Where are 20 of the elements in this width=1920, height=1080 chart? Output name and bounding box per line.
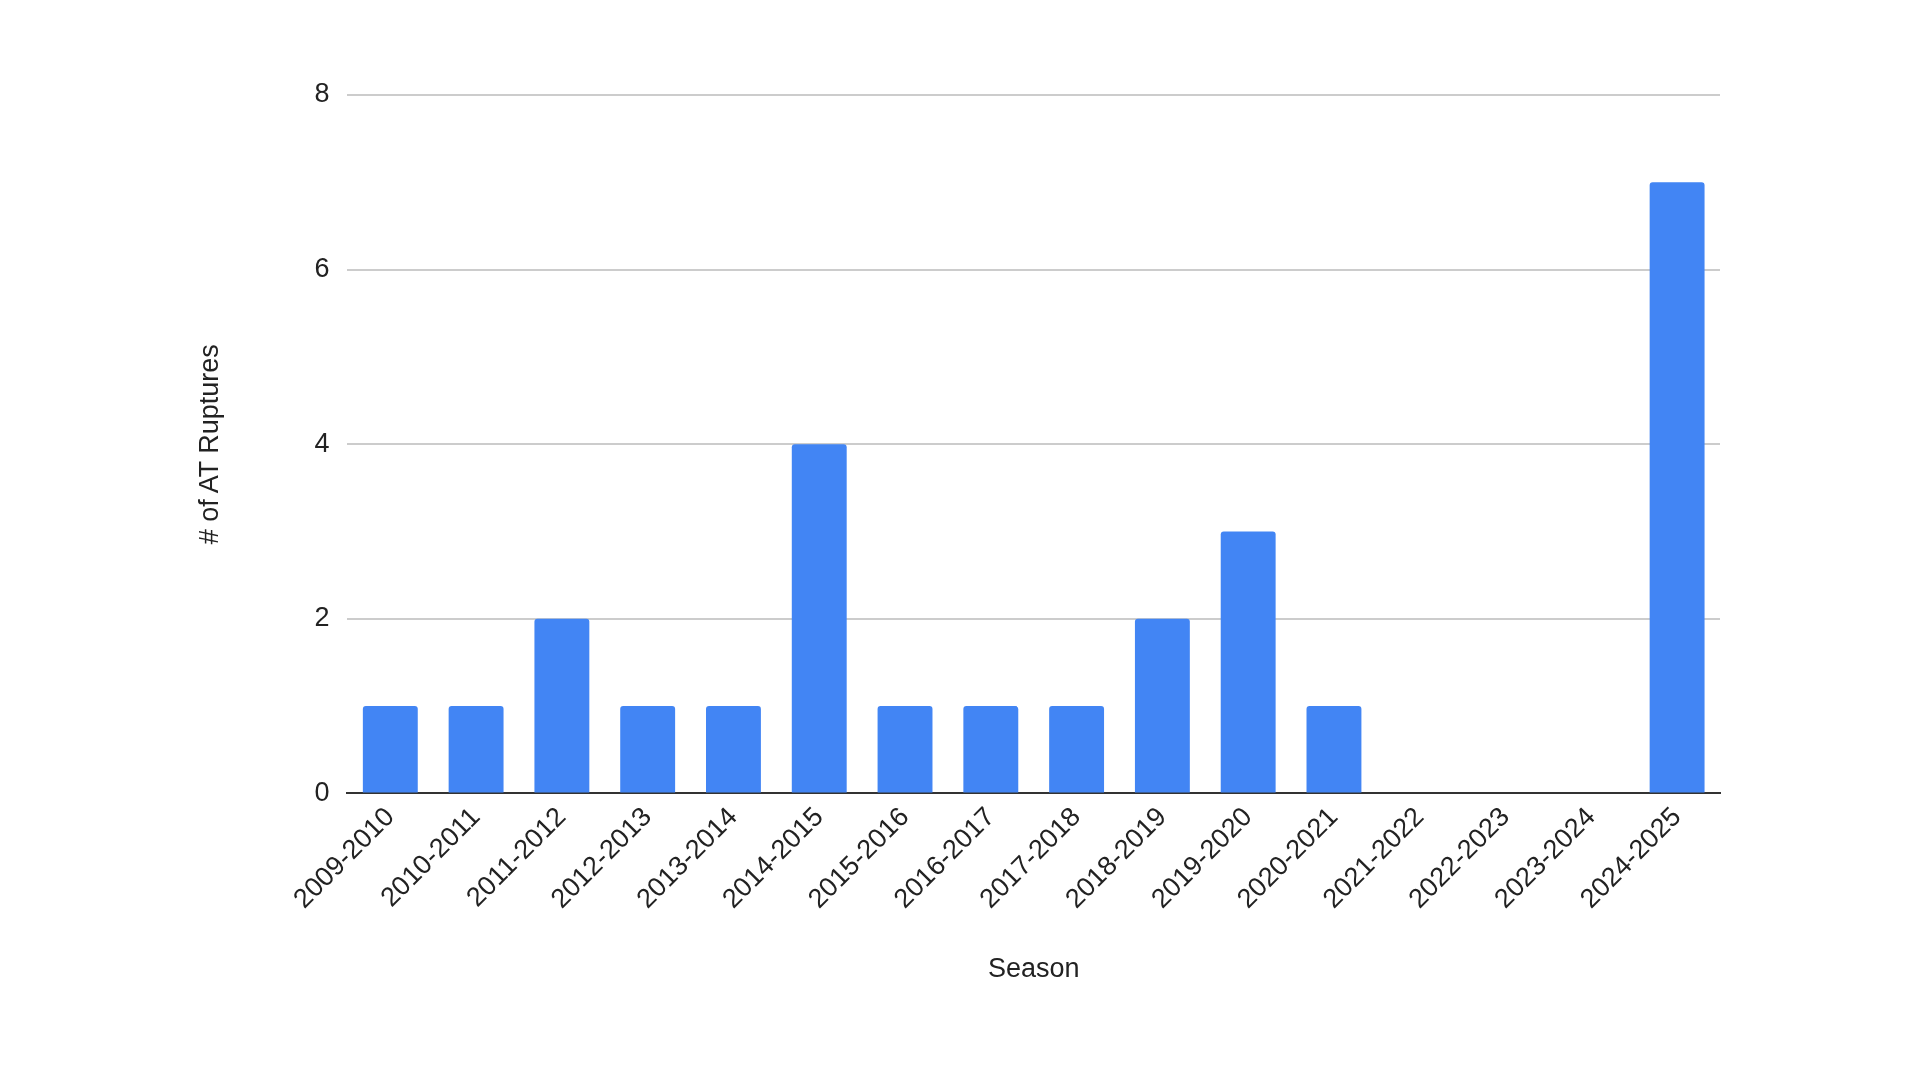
x-axis-title: Season (987, 953, 1080, 984)
bar (706, 706, 761, 793)
bar (362, 706, 418, 793)
y-axis-title: # of AT Ruptures (193, 344, 224, 545)
y-tick-label: 8 (314, 78, 330, 109)
bar (534, 618, 590, 793)
y-tick-label: 6 (314, 253, 330, 284)
bar (1649, 182, 1705, 793)
y-tick-label: 0 (314, 776, 330, 807)
bar (1220, 531, 1276, 793)
bar (1134, 618, 1190, 793)
bar (791, 444, 847, 793)
bar (963, 706, 1019, 793)
bar (620, 706, 676, 793)
bar (877, 706, 933, 793)
bar (1049, 706, 1105, 793)
y-tick-label: 2 (314, 602, 330, 633)
bar (1306, 706, 1362, 793)
y-tick-label: 4 (314, 427, 330, 458)
bar (448, 706, 504, 793)
